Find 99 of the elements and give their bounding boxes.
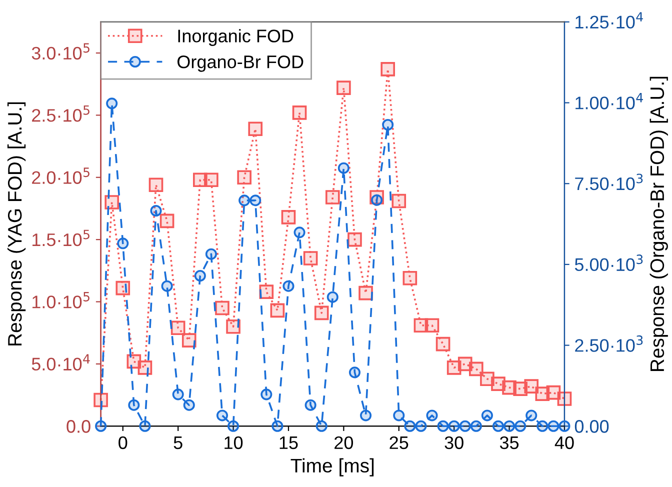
point	[259, 284, 274, 299]
point	[170, 320, 186, 336]
point	[481, 410, 493, 422]
point	[303, 251, 318, 266]
x-tick-label: 10	[224, 436, 243, 450]
point	[182, 333, 196, 348]
point	[95, 420, 107, 432]
point	[314, 306, 329, 320]
point	[393, 410, 405, 422]
point	[237, 170, 252, 185]
y-tick-label: 1.5·10$^{5}$	[32, 230, 90, 246]
point	[194, 270, 206, 282]
y2-tick-label: 7.50·10$^{3}$	[575, 174, 643, 190]
y-tick-label: 0.0	[66, 420, 90, 433]
point	[437, 420, 449, 432]
point	[448, 420, 460, 432]
point	[294, 226, 306, 238]
point	[524, 379, 539, 394]
y-tick-label: 3.0·10$^{5}$	[32, 43, 90, 60]
point	[216, 410, 228, 422]
point	[426, 410, 438, 422]
y2-tick-label: 5.00·10$^{3}$	[574, 254, 643, 272]
point	[548, 420, 560, 432]
x-tick-label: 40	[554, 436, 574, 450]
point	[360, 410, 372, 422]
point	[316, 420, 328, 432]
point	[160, 214, 174, 228]
point	[106, 98, 118, 110]
y-tick-label: 1.0·10$^{5}$	[32, 292, 90, 308]
point	[526, 410, 538, 422]
point	[172, 388, 184, 400]
y-axis-title: Response (YAG FOD) [A.U.]	[7, 102, 26, 346]
x-tick-label: 30	[444, 436, 464, 450]
point	[470, 420, 482, 432]
x-axis-title: Time [ms]	[290, 458, 374, 476]
point	[336, 80, 351, 95]
y-tick-label: 5.0·10$^{4}$	[32, 354, 90, 371]
point	[380, 62, 395, 76]
point	[226, 319, 240, 334]
point	[557, 392, 572, 406]
x-tick-label: 0	[118, 436, 128, 450]
point	[304, 399, 316, 411]
legend-label: Inorganic FOD	[178, 29, 294, 46]
y2-axis-title: Response (Organo-Br FOD) [A.U.]	[650, 76, 668, 371]
point	[402, 270, 418, 286]
point	[292, 106, 307, 120]
point	[536, 420, 548, 432]
point	[348, 232, 362, 247]
point	[117, 238, 129, 250]
point	[424, 318, 440, 333]
point	[404, 420, 416, 432]
point	[558, 420, 570, 432]
point	[382, 118, 394, 131]
point	[281, 210, 296, 224]
y2-tick-label: 1.00·10$^{4}$	[576, 93, 643, 110]
y2-tick-label: 1.25·10$^{4}$	[576, 12, 643, 29]
point	[326, 291, 338, 303]
point	[104, 195, 119, 210]
point	[250, 194, 262, 206]
point	[272, 420, 284, 432]
point	[138, 360, 152, 375]
x-tick-label: 20	[334, 436, 354, 450]
point	[139, 420, 151, 432]
point	[514, 420, 526, 432]
point	[183, 399, 195, 411]
point	[238, 194, 250, 206]
point	[215, 300, 230, 316]
point	[338, 162, 350, 174]
point	[228, 420, 240, 432]
point	[392, 194, 406, 208]
point	[260, 388, 272, 400]
x-tick-label: 25	[390, 436, 408, 450]
x-tick-label: 35	[500, 436, 519, 450]
point	[150, 204, 162, 217]
point	[204, 172, 218, 188]
point	[358, 286, 373, 300]
point	[148, 178, 164, 192]
y2-tick-label: 2.50·10$^{3}$	[575, 335, 643, 352]
x-tick-label: 5	[174, 436, 182, 450]
legend-label: Organo-Br FOD	[177, 55, 304, 72]
point	[504, 420, 516, 432]
point	[128, 399, 140, 411]
y2-tick-label: 0.00	[574, 420, 609, 433]
y-tick-label: 2.5·10$^{5}$	[32, 105, 90, 122]
point	[459, 420, 471, 432]
y-tick-label: 2.0·10$^{5}$	[32, 168, 90, 184]
x-tick-label: 15	[280, 436, 298, 450]
point	[371, 194, 383, 206]
point	[282, 280, 294, 292]
point	[161, 280, 173, 292]
point	[415, 420, 427, 432]
point	[325, 190, 340, 204]
point	[205, 248, 217, 260]
point	[469, 362, 484, 376]
point	[492, 420, 504, 432]
point	[436, 336, 450, 352]
point	[270, 303, 285, 318]
point	[348, 366, 360, 378]
point	[248, 122, 263, 136]
